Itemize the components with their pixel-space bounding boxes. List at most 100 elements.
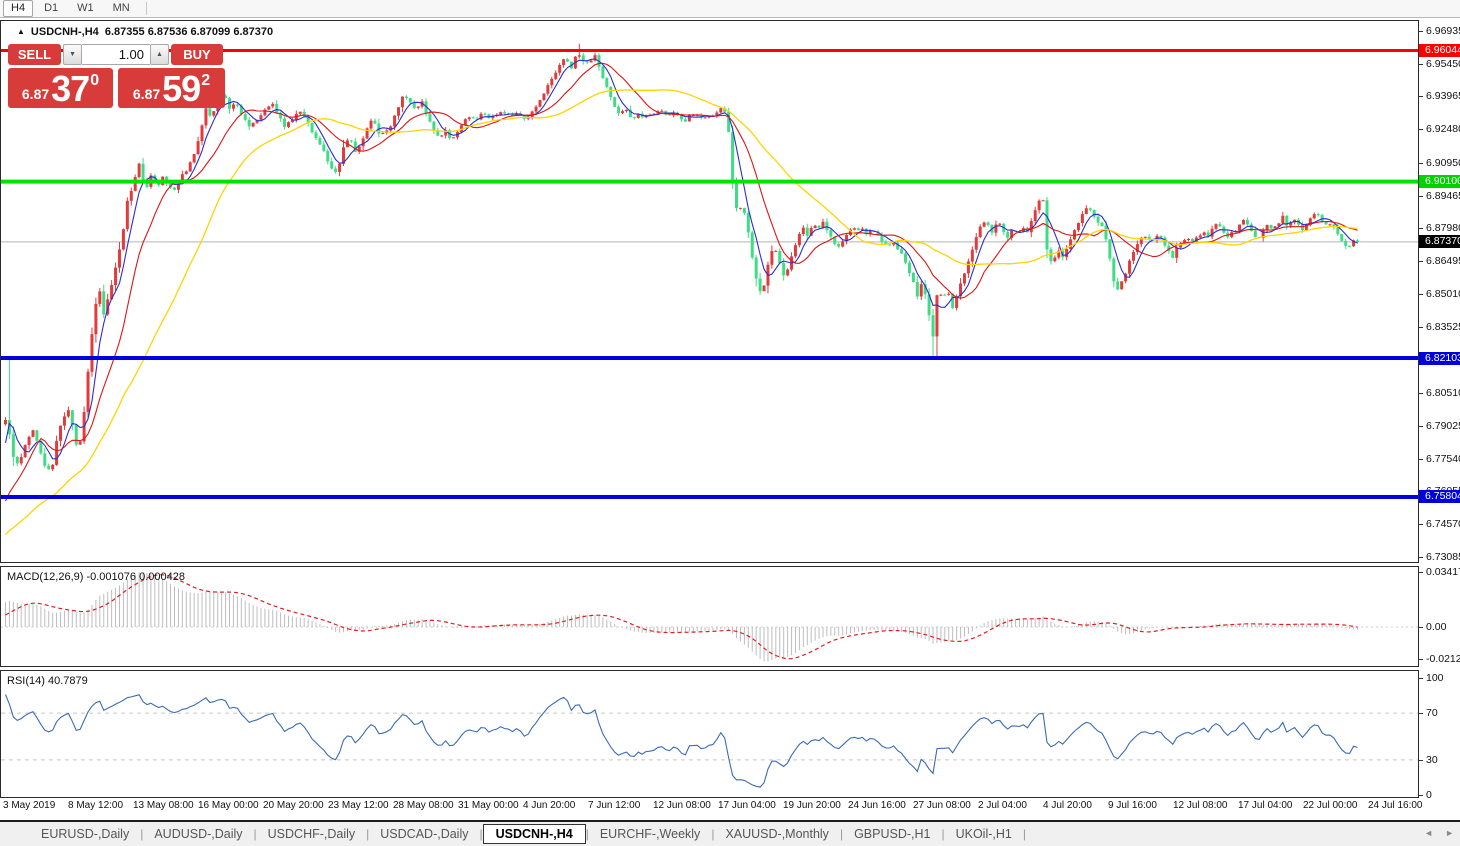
bull-candle: [648, 114, 652, 116]
bear-candle: [483, 113, 487, 115]
bull-candle: [974, 237, 978, 250]
bear-candle: [1171, 251, 1175, 258]
bull-candle: [550, 78, 554, 86]
timeframe-button-w1[interactable]: W1: [77, 2, 94, 14]
volume-increase-button[interactable]: ▲: [150, 44, 169, 65]
price-tick-label: 6.73085: [1426, 550, 1460, 563]
sell-button[interactable]: SELL: [8, 44, 61, 65]
rsi-axis[interactable]: 100 70 30 0: [1419, 670, 1460, 801]
price-tick: [1419, 293, 1423, 295]
bull-candle: [1084, 208, 1088, 215]
timeframe-button-h4[interactable]: H4: [3, 0, 34, 17]
bull-candle: [98, 291, 102, 304]
price-tick-label: 6.85010: [1426, 287, 1460, 300]
timeframe-button-d1[interactable]: D1: [44, 2, 59, 14]
bear-candle: [750, 232, 754, 258]
bear-candle: [247, 119, 251, 127]
timeframe-button-mn[interactable]: MN: [112, 2, 130, 14]
time-axis[interactable]: 3 May 2019 8 May 12:00 13 May 08:00 16 May …: [0, 799, 1460, 813]
bull-candle: [1179, 243, 1183, 248]
rsi-tick: [1419, 678, 1423, 679]
tab-eurchf-weekly[interactable]: EURCHF-,Weekly: [599, 827, 701, 841]
bear-candle: [424, 101, 428, 114]
bear-candle: [943, 294, 947, 296]
tab-ukoil-h1[interactable]: UKOil-,H1: [955, 827, 1012, 841]
bull-candle: [621, 111, 625, 114]
bull-candle: [357, 146, 361, 152]
bull-candle: [106, 299, 110, 315]
bear-candle: [884, 241, 888, 245]
main-chart-pane[interactable]: ▲ USDCNH-,H4 6.87355 6.87536 6.87099 6.87…: [0, 20, 1419, 563]
chart-tab-bar: EURUSD-,Daily | AUDUSD-,Daily | USDCHF-,Dail…: [0, 820, 1460, 846]
buy-button[interactable]: BUY: [171, 44, 223, 65]
price-axis[interactable]: 6.96935 6.95450 6.93965 6.92480 6.90950 6.894…: [1419, 20, 1460, 563]
rsi-plot[interactable]: [1, 671, 1418, 797]
tab-scroll-right-icon[interactable]: ►: [1445, 828, 1454, 838]
bear-candle: [7, 419, 11, 435]
price-tick-label: 6.79025: [1426, 419, 1460, 432]
bull-candle: [1308, 218, 1312, 225]
tab-usdcnh-h4[interactable]: USDCNH-,H4: [482, 824, 586, 844]
one-click-trade-widget: SELL ▼ ▲ BUY 6.87 37 0 6.87 59 2: [8, 44, 225, 108]
bull-candle: [1202, 232, 1206, 236]
tab-gbpusd-h1[interactable]: GBPUSD-,H1: [854, 827, 931, 841]
tab-xauusd-monthly[interactable]: XAUUSD-,Monthly: [725, 827, 829, 841]
bear-candle: [353, 141, 357, 152]
bear-candle: [617, 106, 621, 114]
macd-label: MACD(12,26,9) -0.001076 0.000428: [7, 571, 185, 583]
tab-separator: |: [253, 827, 257, 841]
bull-candle: [860, 228, 864, 231]
tab-scroll-left-icon[interactable]: ◄: [1424, 828, 1434, 838]
bull-candle: [1010, 230, 1014, 238]
bull-candle: [196, 141, 200, 155]
bear-candle: [306, 116, 310, 124]
bull-candle: [762, 285, 766, 292]
bull-candle: [593, 55, 597, 61]
bull-candle: [55, 440, 59, 465]
price-tick: [1419, 425, 1423, 427]
tab-eurusd-daily[interactable]: EURUSD-,Daily: [41, 827, 130, 841]
macd-plot[interactable]: [1, 567, 1418, 666]
price-tick: [1419, 63, 1423, 65]
bear-candle: [585, 61, 589, 63]
bull-candle: [1289, 222, 1293, 226]
time-label: 12 Jun 08:00: [653, 800, 711, 811]
bear-candle: [1206, 232, 1210, 237]
bull-candle: [970, 249, 974, 262]
bear-candle: [864, 228, 868, 235]
macd-indicator-pane[interactable]: MACD(12,26,9) -0.001076 0.000428: [0, 566, 1419, 667]
buy-price-display[interactable]: 6.87 59 2: [118, 68, 225, 108]
bull-candle: [479, 113, 483, 120]
bull-candle: [125, 200, 129, 230]
macd-axis[interactable]: 0.034174 0.00 -0.021296: [1419, 566, 1460, 667]
sell-price-display[interactable]: 6.87 37 0: [8, 68, 113, 108]
bear-candle: [837, 243, 841, 247]
tab-usdcad-daily[interactable]: USDCAD-,Daily: [380, 827, 469, 841]
bear-candle: [907, 262, 911, 274]
rsi-indicator-pane[interactable]: RSI(14) 40.7879: [0, 670, 1419, 798]
bull-candle: [534, 106, 538, 112]
bear-candle: [510, 114, 514, 116]
bull-candle: [1352, 240, 1356, 247]
bull-candle: [192, 154, 196, 163]
bull-candle: [271, 103, 275, 107]
volume-decrease-button[interactable]: ▼: [63, 44, 82, 65]
bull-candle: [416, 106, 420, 108]
bull-candle: [62, 416, 66, 426]
bear-candle: [318, 138, 322, 145]
candlestick-chart[interactable]: [1, 21, 1418, 562]
bull-candle: [542, 93, 546, 100]
bear-candle: [412, 102, 416, 108]
bear-candle: [1218, 224, 1222, 227]
bull-candle: [389, 126, 393, 131]
bear-candle: [279, 112, 283, 119]
sell-price-prefix: 6.87: [21, 86, 50, 102]
tab-usdchf-daily[interactable]: USDCHF-,Daily: [267, 827, 356, 841]
tab-audusd-daily[interactable]: AUDUSD-,Daily: [154, 827, 243, 841]
volume-input[interactable]: [82, 44, 150, 65]
bull-candle: [1029, 221, 1033, 233]
bull-candle: [562, 59, 566, 65]
bear-candle: [1249, 224, 1253, 232]
bear-candle: [330, 161, 334, 169]
bear-candle: [758, 278, 762, 292]
